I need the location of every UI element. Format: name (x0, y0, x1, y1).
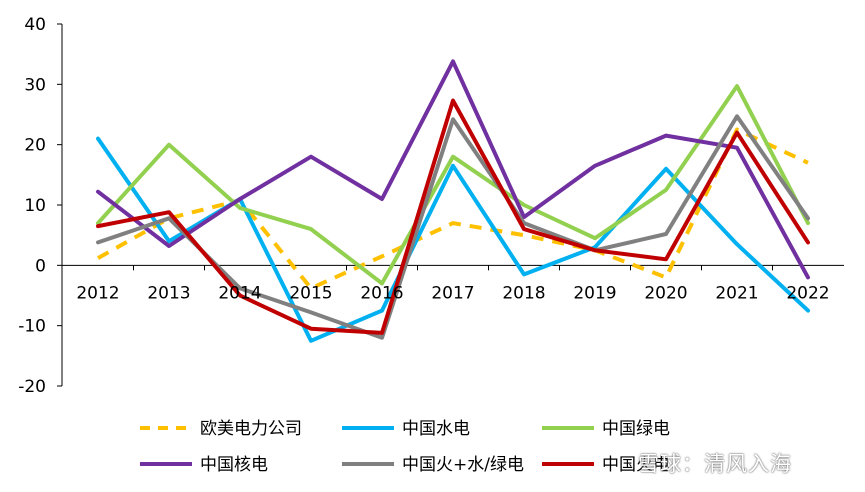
x-tick-label: 2016 (360, 283, 403, 303)
x-tick-label: 2021 (715, 283, 758, 303)
legend-label: 欧美电力公司 (200, 419, 302, 439)
legend-label: 中国水电 (402, 419, 470, 439)
x-tick-label: 2012 (76, 283, 119, 303)
series-line-2 (96, 84, 810, 286)
y-tick-label: 0 (35, 256, 46, 276)
x-tick-label: 2018 (502, 283, 545, 303)
x-tick-label: 2017 (431, 283, 474, 303)
x-tick-label: 2022 (786, 283, 829, 303)
series-line-4 (96, 114, 810, 340)
x-tick-label: 2015 (289, 283, 332, 303)
x-tick-label: 2013 (147, 283, 190, 303)
x-tick-labels: 2012 2013 2014 2015 2016 2017 2018 2019 2020 2021… (76, 283, 829, 303)
y-tick-label: 20 (24, 136, 46, 156)
y-tick-label: 30 (24, 75, 46, 95)
series-lines (96, 59, 810, 343)
series-line-5 (96, 98, 810, 335)
y-tick-labels: -20 -10 0 10 20 30 40 (18, 15, 46, 397)
legend-label: 中国火+水/绿电 (402, 455, 524, 475)
watermark-text: 雪球：清风入海 (638, 452, 792, 476)
x-tick-label: 2020 (644, 283, 687, 303)
y-tick-label: 40 (24, 15, 46, 35)
y-tick-label: 10 (24, 196, 46, 216)
y-tick-label: -10 (18, 317, 46, 337)
series-line-1 (96, 136, 810, 343)
x-tick-label: 2014 (218, 283, 261, 303)
y-tick-label: -20 (18, 377, 46, 397)
x-tick-label: 2019 (573, 283, 616, 303)
series-line-0 (97, 127, 809, 291)
legend-label: 中国火电 (602, 455, 670, 475)
series-line-3 (96, 59, 810, 280)
axes (57, 23, 844, 387)
legend-label: 中国绿电 (602, 419, 670, 439)
legend-label: 中国核电 (200, 455, 268, 475)
